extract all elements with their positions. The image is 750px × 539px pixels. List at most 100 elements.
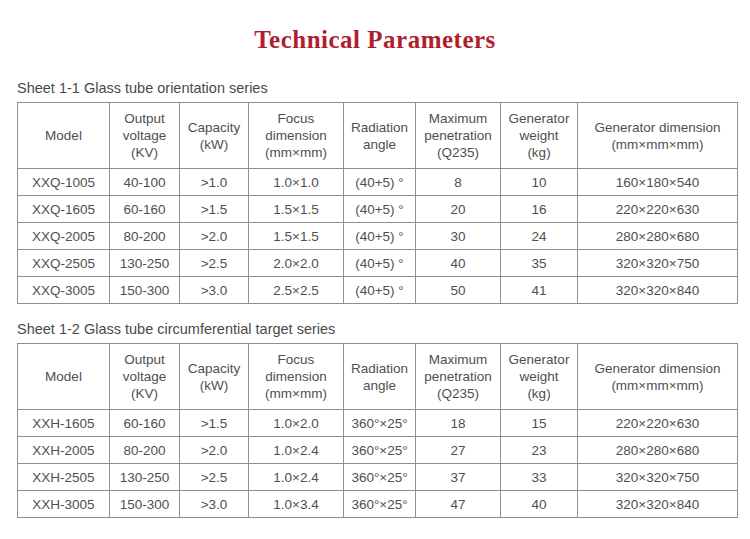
cell-focus-dimension: 1.0×2.4 [249,464,344,491]
cell-radiation-angle: 360°×25° [344,410,416,437]
table-row: XXQ-100540-100>1.01.0×1.0(40+5) °810160×… [18,169,738,196]
cell-max-penetration: 50 [416,277,501,304]
column-header-generator-weight: Generatorweight(kg) [501,103,578,169]
cell-capacity: >2.0 [180,437,249,464]
table-caption-2: Sheet 1-2 Glass tube circumferential tar… [17,321,735,337]
cell-focus-dimension: 1.0×3.4 [249,491,344,518]
cell-focus-dimension: 2.5×2.5 [249,277,344,304]
cell-radiation-angle: 360°×25° [344,437,416,464]
cell-max-penetration: 20 [416,196,501,223]
table-caption-1: Sheet 1-1 Glass tube orientation series [17,80,735,96]
cell-radiation-angle: (40+5) ° [344,250,416,277]
cell-model: XXQ-3005 [18,277,110,304]
sheet-2-section: Sheet 1-2 Glass tube circumferential tar… [15,321,735,518]
cell-max-penetration: 37 [416,464,501,491]
cell-focus-dimension: 1.0×1.0 [249,169,344,196]
cell-max-penetration: 27 [416,437,501,464]
cell-output-voltage: 130-250 [110,464,180,491]
cell-generator-weight: 23 [501,437,578,464]
cell-generator-dimension: 160×180×540 [578,169,738,196]
cell-generator-dimension: 280×280×680 [578,437,738,464]
cell-capacity: >2.5 [180,464,249,491]
cell-radiation-angle: (40+5) ° [344,277,416,304]
cell-output-voltage: 130-250 [110,250,180,277]
column-header-capacity: Capacity(kW) [180,103,249,169]
table-row: XXQ-3005150-300>3.02.5×2.5(40+5) °504132… [18,277,738,304]
table-row: XXH-160560-160>1.51.0×2.0360°×25°1815220… [18,410,738,437]
cell-generator-weight: 16 [501,196,578,223]
cell-capacity: >1.5 [180,196,249,223]
cell-generator-dimension: 320×320×840 [578,491,738,518]
column-header-model: Model [18,103,110,169]
column-header-generator-dimension: Generator dimension(mm×mm×mm) [578,103,738,169]
cell-max-penetration: 18 [416,410,501,437]
cell-generator-weight: 15 [501,410,578,437]
cell-output-voltage: 80-200 [110,437,180,464]
table-row: XXH-200580-200>2.01.0×2.4360°×25°2723280… [18,437,738,464]
cell-focus-dimension: 1.0×2.0 [249,410,344,437]
cell-model: XXQ-2505 [18,250,110,277]
cell-radiation-angle: (40+5) ° [344,196,416,223]
cell-radiation-angle: (40+5) ° [344,169,416,196]
cell-focus-dimension: 1.0×2.4 [249,437,344,464]
cell-model: XXH-3005 [18,491,110,518]
table-row: XXH-3005150-300>3.01.0×3.4360°×25°474032… [18,491,738,518]
column-header-model: Model [18,344,110,410]
cell-output-voltage: 150-300 [110,277,180,304]
table-row: XXH-2505130-250>2.51.0×2.4360°×25°373332… [18,464,738,491]
cell-capacity: >1.5 [180,410,249,437]
cell-focus-dimension: 2.0×2.0 [249,250,344,277]
column-header-capacity: Capacity(kW) [180,344,249,410]
cell-model: XXH-2005 [18,437,110,464]
cell-max-penetration: 8 [416,169,501,196]
cell-focus-dimension: 1.5×1.5 [249,196,344,223]
cell-max-penetration: 47 [416,491,501,518]
table-row: XXQ-2505130-250>2.52.0×2.0(40+5) °403532… [18,250,738,277]
table-row: XXQ-200580-200>2.01.5×1.5(40+5) °3024280… [18,223,738,250]
column-header-max-penetration: Maximumpenetration(Q235) [416,103,501,169]
cell-radiation-angle: 360°×25° [344,491,416,518]
cell-generator-weight: 35 [501,250,578,277]
cell-generator-dimension: 220×220×630 [578,196,738,223]
cell-generator-weight: 10 [501,169,578,196]
cell-model: XXQ-1605 [18,196,110,223]
cell-generator-weight: 24 [501,223,578,250]
cell-generator-weight: 40 [501,491,578,518]
column-header-focus-dimension: Focusdimension(mm×mm) [249,344,344,410]
cell-radiation-angle: (40+5) ° [344,223,416,250]
page-title: Technical Parameters [0,26,750,54]
column-header-focus-dimension: Focusdimension(mm×mm) [249,103,344,169]
cell-generator-dimension: 320×320×750 [578,464,738,491]
cell-max-penetration: 30 [416,223,501,250]
cell-radiation-angle: 360°×25° [344,464,416,491]
table-row: XXQ-160560-160>1.51.5×1.5(40+5) °2016220… [18,196,738,223]
cell-generator-weight: 33 [501,464,578,491]
column-header-generator-dimension: Generator dimension(mm×mm×mm) [578,344,738,410]
cell-generator-dimension: 280×280×680 [578,223,738,250]
cell-model: XXH-1605 [18,410,110,437]
cell-model: XXH-2505 [18,464,110,491]
cell-capacity: >1.0 [180,169,249,196]
cell-output-voltage: 60-160 [110,196,180,223]
cell-output-voltage: 80-200 [110,223,180,250]
column-header-radiation-angle: Radiationangle [344,344,416,410]
column-header-generator-weight: Generatorweight(kg) [501,344,578,410]
cell-generator-dimension: 320×320×750 [578,250,738,277]
cell-output-voltage: 40-100 [110,169,180,196]
cell-capacity: >3.0 [180,491,249,518]
sheet-1-section: Sheet 1-1 Glass tube orientation series … [15,80,735,304]
cell-model: XXQ-2005 [18,223,110,250]
cell-capacity: >3.0 [180,277,249,304]
cell-generator-dimension: 320×320×840 [578,277,738,304]
technical-parameters-table-1: ModelOutputvoltage(KV)Capacity(kW)Focusd… [17,102,738,304]
cell-output-voltage: 60-160 [110,410,180,437]
cell-max-penetration: 40 [416,250,501,277]
cell-generator-dimension: 220×220×630 [578,410,738,437]
column-header-output-voltage: Outputvoltage(KV) [110,103,180,169]
column-header-max-penetration: Maximumpenetration(Q235) [416,344,501,410]
column-header-radiation-angle: Radiationangle [344,103,416,169]
header-row: ModelOutputvoltage(KV)Capacity(kW)Focusd… [18,103,738,169]
cell-capacity: >2.0 [180,223,249,250]
cell-capacity: >2.5 [180,250,249,277]
cell-output-voltage: 150-300 [110,491,180,518]
